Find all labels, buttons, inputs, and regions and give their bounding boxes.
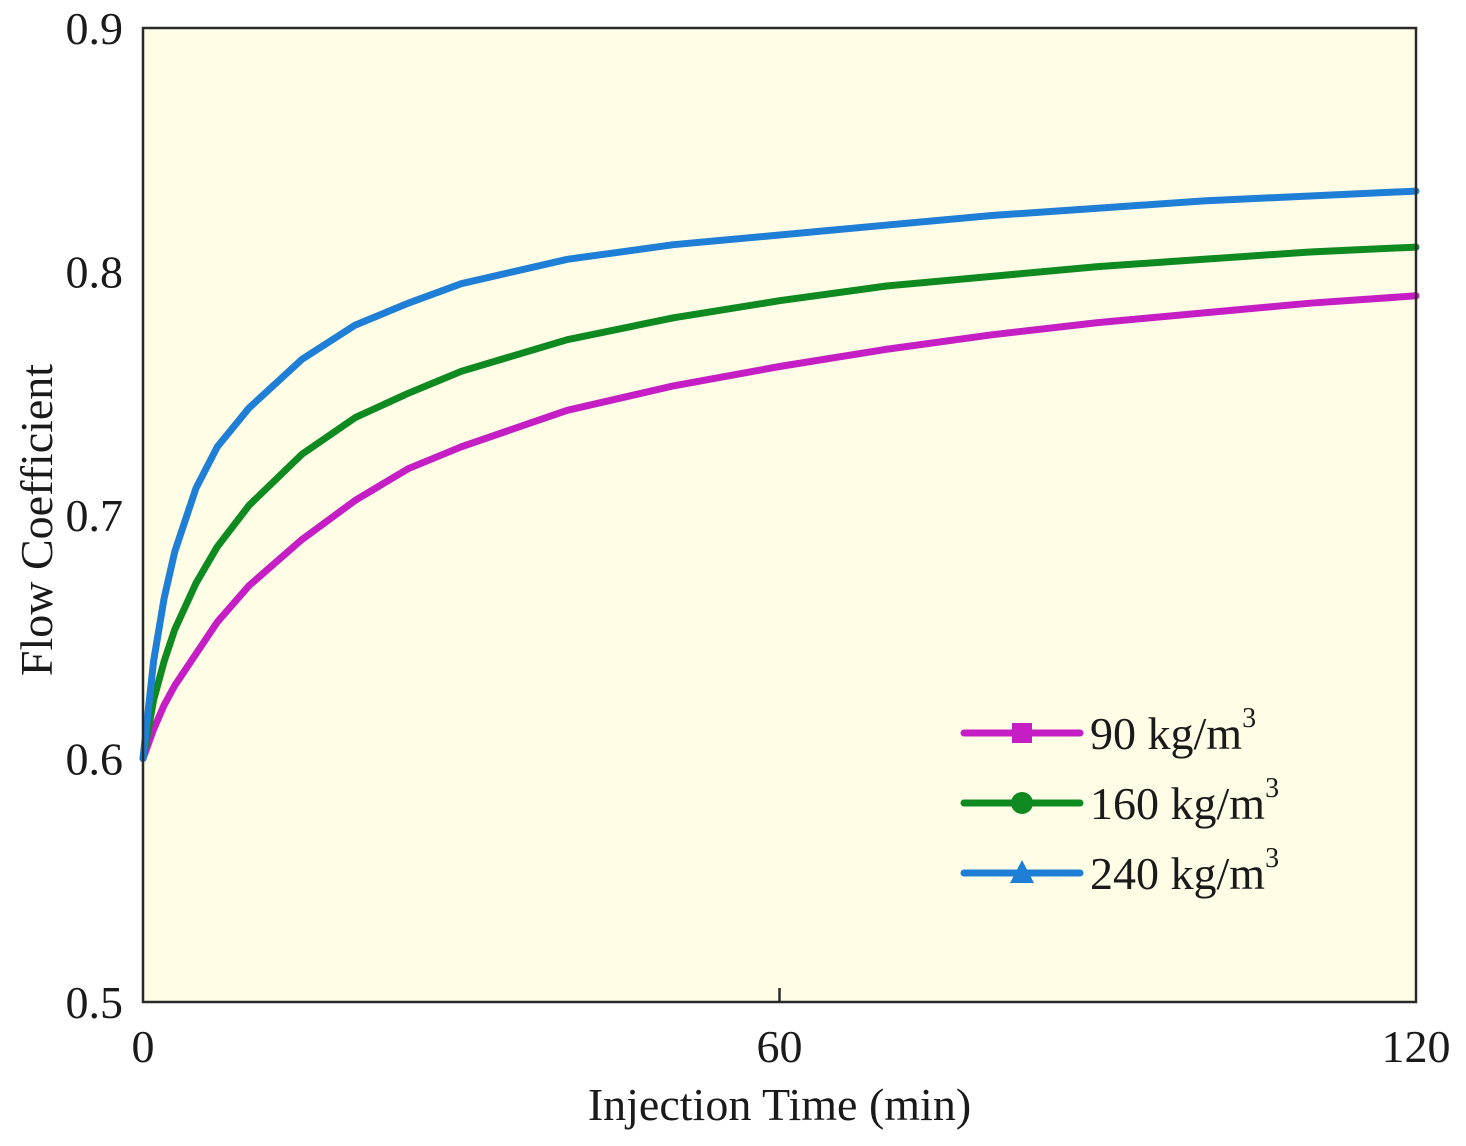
legend-label-text: 90 kg/m <box>1090 708 1242 759</box>
series-line-1 <box>139 243 1420 762</box>
series-line-0 <box>139 292 1420 762</box>
legend-marker-square <box>1012 723 1032 743</box>
legend-label-superscript: 3 <box>1265 843 1279 874</box>
legend-label-superscript: 3 <box>1265 773 1279 804</box>
legend-label-text: 240 kg/m <box>1090 848 1265 899</box>
legend-label-superscript: 3 <box>1242 703 1256 734</box>
legend-label-1: 160 kg/m3 <box>1090 773 1279 829</box>
y-tick-label: 0.9 <box>66 3 124 54</box>
y-tick-label: 0.7 <box>66 490 124 541</box>
x-tick-label: 0 <box>132 1021 155 1072</box>
series-line-2 <box>139 187 1420 762</box>
legend-marker-circle <box>1011 792 1033 814</box>
y-tick-label: 0.8 <box>66 247 124 298</box>
y-tick-label: 0.6 <box>66 734 124 785</box>
plot-area-background <box>143 28 1416 1002</box>
x-tick-label: 60 <box>757 1021 803 1072</box>
y-tick-label: 0.5 <box>66 977 124 1028</box>
legend-label-0: 90 kg/m3 <box>1090 703 1256 759</box>
x-tick-label: 120 <box>1382 1021 1451 1072</box>
legend-label-text: 160 kg/m <box>1090 778 1265 829</box>
x-axis-title: Injection Time (min) <box>588 1079 971 1130</box>
legend-marker-triangle <box>1010 860 1034 883</box>
y-axis-title: Flow Coefficient <box>11 364 62 676</box>
legend-label-2: 240 kg/m3 <box>1090 843 1279 899</box>
